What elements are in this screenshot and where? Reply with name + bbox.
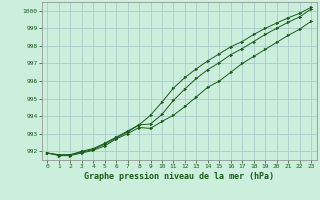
- X-axis label: Graphe pression niveau de la mer (hPa): Graphe pression niveau de la mer (hPa): [84, 172, 274, 181]
